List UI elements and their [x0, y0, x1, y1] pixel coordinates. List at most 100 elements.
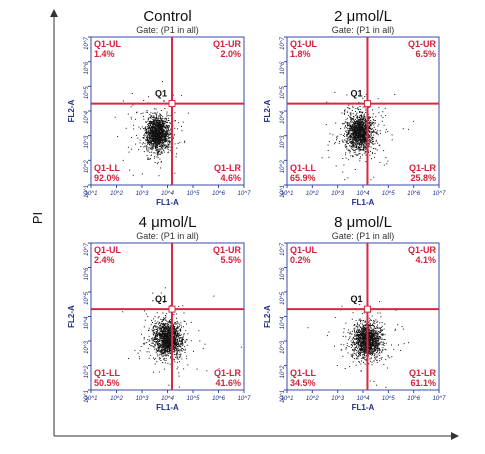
event-dot — [344, 109, 346, 111]
event-dot — [149, 126, 151, 128]
event-dot — [122, 311, 124, 313]
gate-handle[interactable] — [168, 305, 176, 313]
gate-handle[interactable] — [363, 100, 371, 108]
event-dot — [164, 135, 166, 137]
event-dot — [157, 137, 159, 138]
event-dot — [348, 130, 350, 132]
event-dot — [199, 340, 201, 342]
event-dot — [167, 342, 169, 343]
event-dot — [156, 342, 158, 344]
event-dot — [150, 126, 152, 128]
event-dot — [356, 128, 358, 130]
gate-handle[interactable] — [168, 100, 176, 108]
event-dot — [356, 124, 358, 126]
event-dot — [169, 344, 171, 346]
event-dot — [178, 335, 180, 337]
event-dot — [155, 125, 157, 126]
y-axis-label: FL2-A — [67, 305, 76, 328]
event-dot — [165, 145, 167, 147]
event-dot — [170, 342, 172, 343]
event-dot — [359, 149, 361, 150]
event-dot — [145, 121, 147, 123]
event-dot — [165, 127, 167, 129]
event-dot — [371, 142, 373, 144]
event-dot — [362, 118, 364, 120]
event-dot — [163, 343, 165, 345]
event-dot — [152, 131, 153, 133]
event-dot — [152, 121, 154, 123]
event-dot — [373, 122, 374, 123]
event-dot — [154, 162, 156, 163]
event-dot — [169, 331, 171, 333]
x-tick-label: 10^4 — [161, 396, 174, 402]
event-dot — [163, 329, 165, 330]
event-dot — [384, 107, 386, 109]
event-dot — [152, 139, 154, 141]
event-dot — [167, 133, 169, 135]
event-dot — [348, 107, 350, 109]
event-dot — [161, 333, 163, 335]
event-dot — [158, 354, 160, 356]
event-dot — [151, 117, 153, 119]
event-dot — [167, 130, 169, 132]
event-dot — [176, 353, 178, 355]
event-dot — [132, 104, 134, 106]
event-dot — [175, 348, 177, 350]
event-dot — [351, 133, 353, 135]
event-dot — [182, 337, 184, 339]
event-dot — [114, 116, 116, 118]
event-dot — [363, 135, 365, 137]
event-dot — [167, 335, 169, 337]
event-dot — [363, 141, 365, 142]
event-dot — [173, 332, 175, 334]
event-dot — [148, 133, 150, 134]
event-dot — [152, 143, 154, 144]
event-dot — [172, 324, 174, 326]
event-dot — [158, 115, 160, 117]
event-dot — [153, 123, 154, 125]
event-dot — [358, 137, 360, 139]
event-dot — [359, 127, 361, 129]
event-dot — [162, 121, 164, 123]
event-dot — [193, 350, 194, 352]
x-tick-label: 10^5 — [382, 191, 395, 197]
event-dot — [365, 145, 367, 147]
event-dot — [154, 336, 156, 338]
event-dot — [151, 149, 153, 151]
x-tick-label: 10^7 — [433, 396, 446, 402]
event-dot — [175, 342, 177, 344]
event-dot — [361, 149, 363, 151]
event-dot — [149, 133, 151, 135]
event-dot — [385, 131, 387, 133]
event-dot — [180, 341, 182, 343]
event-dot — [152, 112, 154, 114]
event-dot — [351, 130, 353, 132]
event-dot — [186, 339, 188, 341]
event-dot — [164, 327, 166, 329]
event-dot — [354, 149, 355, 151]
event-dot — [165, 315, 166, 316]
event-dot — [149, 344, 150, 346]
event-dot — [412, 120, 414, 122]
event-dot — [156, 351, 158, 352]
event-dot — [358, 127, 360, 129]
event-dot — [379, 322, 381, 324]
event-dot — [346, 148, 348, 150]
event-dot — [350, 129, 352, 131]
event-dot — [146, 139, 148, 141]
event-dot — [161, 132, 163, 134]
event-dot — [164, 344, 166, 346]
event-dot — [165, 354, 167, 356]
event-dot — [167, 114, 169, 116]
event-dot — [364, 126, 366, 128]
event-dot — [166, 333, 168, 335]
event-dot — [163, 100, 165, 102]
event-dot — [166, 138, 168, 140]
x-tick-label: 10^2 — [110, 191, 123, 197]
event-dot — [164, 121, 166, 122]
event-dot — [169, 334, 171, 335]
event-dot — [181, 130, 183, 132]
event-dot — [163, 121, 165, 123]
event-dot — [364, 146, 366, 148]
